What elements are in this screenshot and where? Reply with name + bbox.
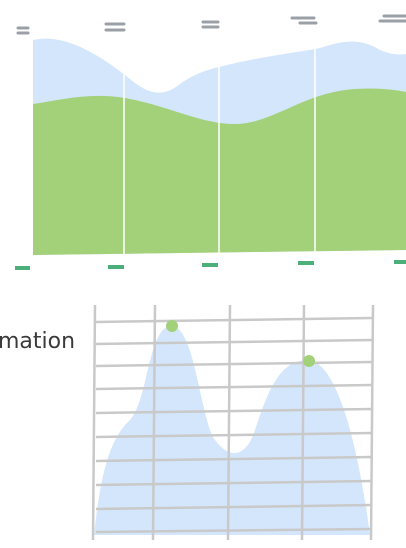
tick: [378, 14, 406, 23]
caption: mation: [0, 329, 75, 354]
grid-line: [95, 338, 373, 346]
grid-line: [91, 304, 97, 541]
tick: [201, 20, 220, 29]
grid-line: [95, 503, 373, 511]
tick: [104, 22, 126, 32]
grid-line: [226, 304, 232, 541]
area-chart-top: [33, 38, 406, 255]
top-ticks: [16, 14, 406, 35]
blue-area: [94, 325, 370, 535]
grid-line: [369, 304, 375, 541]
grid-line: [95, 527, 373, 534]
grid-line: [151, 304, 157, 541]
grid-line: [95, 407, 373, 415]
tick: [16, 26, 30, 35]
point: [166, 320, 178, 332]
point: [303, 355, 315, 367]
grid-line: [95, 360, 373, 368]
grid-chart: [91, 304, 375, 541]
grid-line: [95, 383, 373, 391]
grid-line: [95, 455, 373, 463]
grid-line: [95, 479, 373, 487]
grid-line: [95, 316, 373, 324]
grid-lines: [91, 304, 375, 541]
grid-line: [95, 431, 373, 439]
tick: [290, 16, 318, 25]
bottom-ticks: [15, 260, 406, 270]
grid-line: [300, 304, 306, 541]
